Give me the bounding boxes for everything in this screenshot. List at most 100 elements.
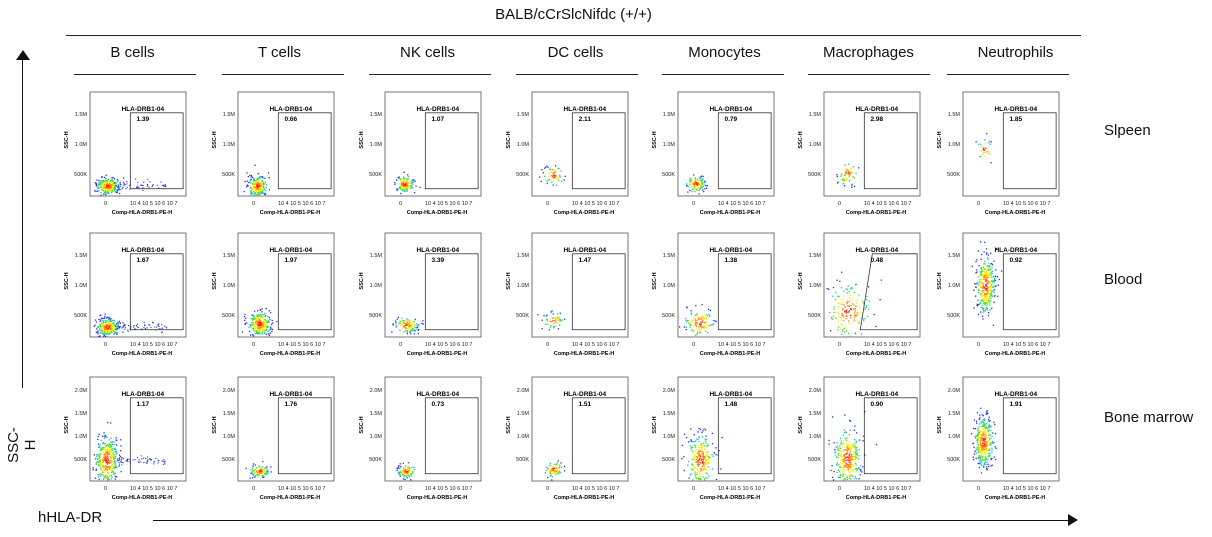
y-tick-label: 1.5M (809, 253, 822, 259)
gate-percentage: 0.90 (870, 401, 883, 408)
x-tick-labels: 10 4 10 5 10 6 10 7 (572, 342, 619, 348)
y-tick-label: 1.5M (663, 253, 676, 259)
x-tick-labels: 0 (838, 486, 841, 492)
panel-x-axis-title: Comp-HLA-DRB1-PE-H (554, 210, 615, 216)
scatter-points (971, 241, 1003, 326)
y-tick-label: 2.0M (809, 388, 822, 394)
gate-percentage: 0.66 (284, 116, 297, 123)
gate-region (129, 397, 184, 475)
y-tick-label: 1.5M (75, 411, 88, 417)
y-tick-label: 2.0M (370, 388, 383, 394)
panel-y-axis-title: SSC-H (937, 416, 943, 433)
y-tick-label: 500K (808, 313, 821, 319)
x-tick-labels: 0 (252, 201, 255, 207)
gate-region (129, 112, 184, 190)
gate-label: HLA-DRB1-04 (416, 106, 459, 113)
scatter-points (92, 421, 166, 481)
y-tick-label: 2.0M (517, 388, 530, 394)
gate-percentage: 0.73 (431, 401, 444, 408)
y-tick-label: 1.0M (223, 434, 236, 440)
gate-percentage: 0.92 (1009, 257, 1022, 264)
y-tick-label: 1.0M (223, 142, 236, 148)
x-tick-labels: 10 4 10 5 10 6 10 7 (718, 486, 765, 492)
scatter-points (836, 163, 860, 188)
y-tick-label: 1.0M (948, 283, 961, 289)
y-tick-label: 1.0M (948, 434, 961, 440)
y-tick-label: 500K (369, 313, 382, 319)
gate-label: HLA-DRB1-04 (269, 391, 312, 398)
gate-region (277, 253, 332, 331)
scatter-points (681, 427, 723, 481)
x-tick-labels: 0 (838, 342, 841, 348)
column-header: NK cells (399, 44, 455, 61)
y-axis-line (22, 58, 23, 388)
gate-label: HLA-DRB1-04 (855, 391, 898, 398)
gate-label: HLA-DRB1-04 (416, 247, 459, 254)
gate-label: HLA-DRB1-04 (855, 106, 898, 113)
gate-region (571, 112, 626, 190)
y-tick-label: 1.0M (809, 434, 822, 440)
panel-x-axis-title: Comp-HLA-DRB1-PE-H (407, 210, 468, 216)
y-axis-label: SSC-H (5, 427, 39, 463)
gate-label: HLA-DRB1-04 (269, 106, 312, 113)
flow-plot-panel: 500K 1.0M 1.5M SSC-H 0 10 4 10 5 10 6 10 7 Com… (937, 232, 1060, 357)
flow-plot-panel: 500K 1.0M 1.5M SSC-H 0 10 4 10 5 10 6 10 7 Com… (652, 91, 775, 216)
plot-frame (384, 91, 482, 197)
column-underline (808, 74, 930, 75)
plot-frame (962, 376, 1060, 482)
figure-title: BALB/cCrSlcNifdc (+/+) (495, 6, 652, 23)
gate-region (571, 397, 626, 475)
row-header: Blood (1104, 271, 1143, 288)
x-tick-labels: 0 (977, 342, 980, 348)
y-tick-label: 500K (74, 457, 87, 463)
plot-frame (384, 376, 482, 482)
y-tick-label: 1.5M (663, 112, 676, 118)
scatter-points (241, 307, 278, 337)
flow-plot-panel: 500K 1.0M 1.5M SSC-H 0 10 4 10 5 10 6 10 7 Com… (937, 91, 1060, 216)
panel-y-axis-title: SSC-H (798, 416, 804, 433)
y-tick-label: 1.0M (75, 283, 88, 289)
x-tick-labels: 0 (399, 201, 402, 207)
scatter-points (970, 407, 997, 474)
x-tick-labels: 10 4 10 5 10 6 10 7 (1003, 201, 1050, 207)
y-tick-label: 1.5M (517, 112, 530, 118)
y-tick-label: 1.0M (223, 283, 236, 289)
flow-plot-panel: 500K 1.0M 1.5M SSC-H 0 10 4 10 5 10 6 10 7 Com… (798, 91, 921, 216)
y-tick-label: 1.5M (517, 253, 530, 259)
gate-label: HLA-DRB1-04 (121, 391, 164, 398)
gate-label: HLA-DRB1-04 (994, 247, 1037, 254)
row-header: Slpeen (1104, 122, 1151, 139)
panel-x-axis-title: Comp-HLA-DRB1-PE-H (554, 495, 615, 501)
y-tick-label: 500K (516, 457, 529, 463)
flow-plot-panel: 500K 1.0M 1.5M 2.0M SSC-H 0 10 4 10 5 10 6 10 … (506, 376, 629, 501)
scatter-points (396, 462, 416, 481)
y-tick-label: 1.5M (809, 411, 822, 417)
plot-frame (962, 91, 1060, 197)
y-tick-label: 500K (369, 172, 382, 178)
panel-y-axis-title: SSC-H (212, 272, 218, 289)
scatter-points (679, 303, 717, 336)
y-tick-label: 500K (662, 457, 675, 463)
column-header: T cells (257, 44, 302, 61)
gate-region (277, 112, 332, 190)
panel-y-axis-title: SSC-H (359, 416, 365, 433)
x-tick-labels: 10 4 10 5 10 6 10 7 (130, 342, 177, 348)
plot-frame (531, 232, 629, 338)
gate-percentage: 2.98 (870, 116, 883, 123)
gate-label: HLA-DRB1-04 (709, 106, 752, 113)
panel-x-axis-title: Comp-HLA-DRB1-PE-H (700, 495, 761, 501)
panel-x-axis-title: Comp-HLA-DRB1-PE-H (112, 210, 173, 216)
plot-frame (89, 91, 187, 197)
panel-x-axis-title: Comp-HLA-DRB1-PE-H (846, 495, 907, 501)
column-underline (74, 74, 196, 75)
gate-region (277, 397, 332, 475)
y-tick-label: 1.0M (370, 142, 383, 148)
y-tick-label: 1.5M (223, 253, 236, 259)
panel-x-axis-title: Comp-HLA-DRB1-PE-H (260, 495, 321, 501)
x-tick-labels: 10 4 10 5 10 6 10 7 (130, 201, 177, 207)
x-tick-labels: 0 (104, 486, 107, 492)
y-tick-label: 1.0M (948, 142, 961, 148)
x-tick-labels: 0 (692, 486, 695, 492)
x-tick-labels: 10 4 10 5 10 6 10 7 (278, 342, 325, 348)
y-tick-label: 1.0M (663, 283, 676, 289)
